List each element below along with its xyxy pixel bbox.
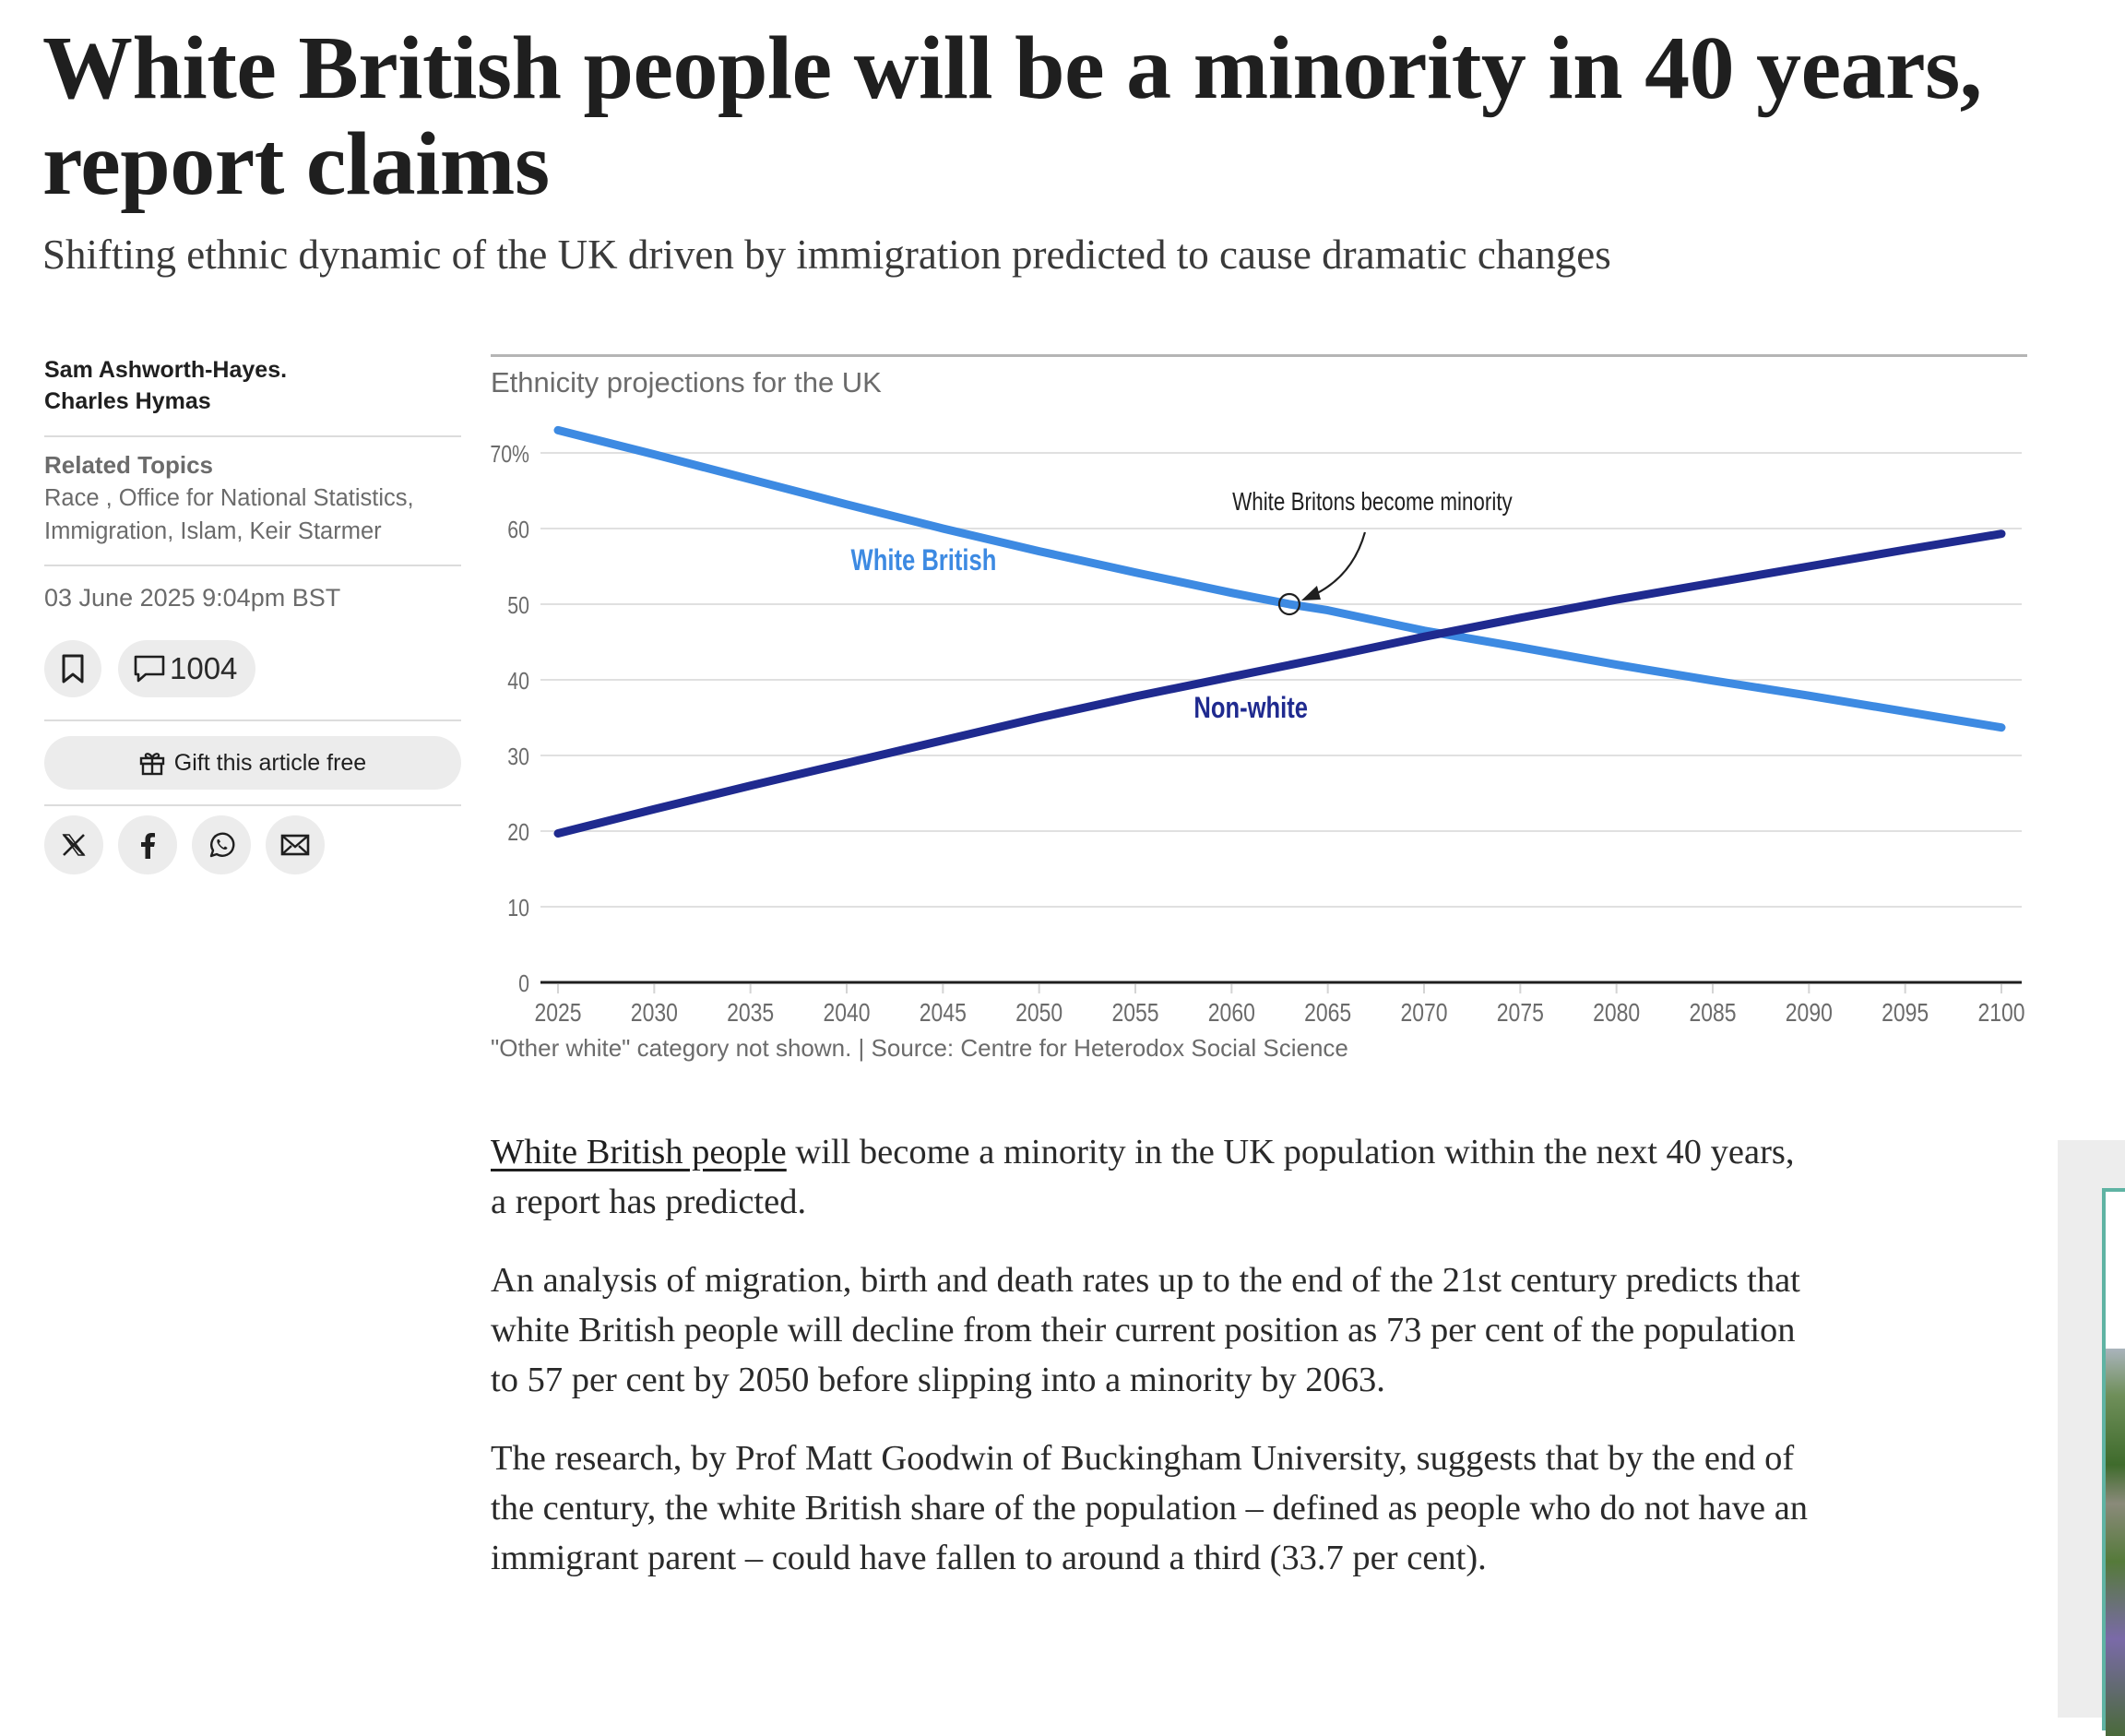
y-tick-label: 30 [507,743,529,771]
chart-source-note: "Other white" category not shown. | Sour… [491,1034,1348,1062]
series-line-white-british [553,425,2006,732]
article-actions: 1004 [44,612,461,721]
share-x-button[interactable] [44,815,103,874]
x-tick-label: 2030 [631,999,678,1028]
x-icon [62,834,86,856]
series-label: White British [851,544,997,577]
annotation-marker [1277,592,1301,616]
y-tick-label: 20 [507,819,529,847]
article-sidebar: Sam Ashworth-Hayes. Charles Hymas Relate… [44,354,461,874]
y-tick-label: 70% [491,441,529,469]
comment-count: 1004 [170,651,238,685]
topic-link[interactable]: Islam, [180,518,243,544]
paragraph-text: will become a minority in the UK populat… [491,1133,1795,1221]
chart-title: Ethnicity projections for the UK [491,366,882,398]
y-tick-label: 40 [507,668,529,696]
author-link[interactable]: Sam Ashworth-Hayes. [44,357,288,383]
article-body: White British people will become a minor… [491,1127,1819,1611]
x-tick-label: 2045 [920,999,967,1028]
y-tick-label: 0 [518,970,529,998]
comments-button[interactable]: 1004 [118,640,256,697]
x-tick-label: 2035 [727,999,774,1028]
bookmark-icon [62,654,84,684]
topic-link[interactable]: Office for National Statistics, [118,485,414,511]
x-tick-label: 2050 [1015,999,1062,1028]
x-tick-label: 2080 [1593,999,1640,1028]
gift-label: Gift this article free [173,749,367,776]
facebook-icon [141,833,155,859]
series-line-non-white [553,529,2006,838]
share-buttons [44,806,461,874]
x-tick-label: 2025 [534,999,581,1028]
topic-link[interactable]: Keir Starmer [249,518,382,544]
related-topics: Related Topics Race , Office for Nationa… [44,437,461,566]
standfirst: Shifting ethnic dynamic of the UK driven… [42,232,1611,278]
byline: Sam Ashworth-Hayes. Charles Hymas [44,354,461,437]
topic-link[interactable]: Race , [44,485,113,511]
x-tick-label: 2085 [1689,999,1736,1028]
y-tick-label: 60 [507,517,529,544]
x-tick-label: 2075 [1497,999,1544,1028]
ethnicity-chart: Ethnicity projections for the UK 0 10 20 30… [491,354,2027,1076]
paragraph: An analysis of migration, birth and deat… [491,1261,1800,1399]
x-tick-label: 2055 [1111,999,1158,1028]
white-british-people-link[interactable]: White British people [491,1133,787,1171]
paragraph: The research, by Prof Matt Goodwin of Bu… [491,1439,1809,1577]
y-tick-label: 50 [507,592,529,620]
topics-list: Race , Office for National Statistics, I… [44,482,461,548]
related-topics-label: Related Topics [44,451,214,479]
ad-card[interactable] [2102,1188,2125,1736]
x-tick-label: 2090 [1786,999,1833,1028]
x-tick-label: 2060 [1208,999,1255,1028]
advertisement[interactable] [2058,1140,2125,1736]
y-tick-label: 10 [507,895,529,922]
publish-date: 03 June 2025 9:04pm BST [44,584,341,612]
headline: White British people will be a minority … [42,18,1982,214]
gift-icon [139,753,164,776]
author-link[interactable]: Charles Hymas [44,388,211,414]
email-icon [280,834,310,856]
series-label: Non-white [1193,692,1308,724]
share-email-button[interactable] [266,815,325,874]
annotation-arrowhead [1300,586,1321,600]
bookmark-button[interactable] [44,640,101,697]
topic-link[interactable]: Immigration, [44,518,174,544]
ad-image [2106,1349,2125,1736]
x-tick-label: 2040 [823,999,870,1028]
x-tick-label: 2065 [1304,999,1351,1028]
gift-article-button[interactable]: Gift this article free [44,736,461,790]
share-facebook-button[interactable] [118,815,177,874]
x-tick-label: 2100 [1977,999,2024,1028]
whatsapp-icon [209,832,235,858]
comment-icon [134,655,165,683]
paragraph: White British people will become a minor… [491,1127,1819,1227]
x-tick-label: 2070 [1400,999,1447,1028]
x-tick-label: 2095 [1882,999,1929,1028]
annotation-label: White Britons become minority [1232,488,1513,517]
annotation-arrow [1309,531,1366,599]
share-whatsapp-button[interactable] [192,815,251,874]
